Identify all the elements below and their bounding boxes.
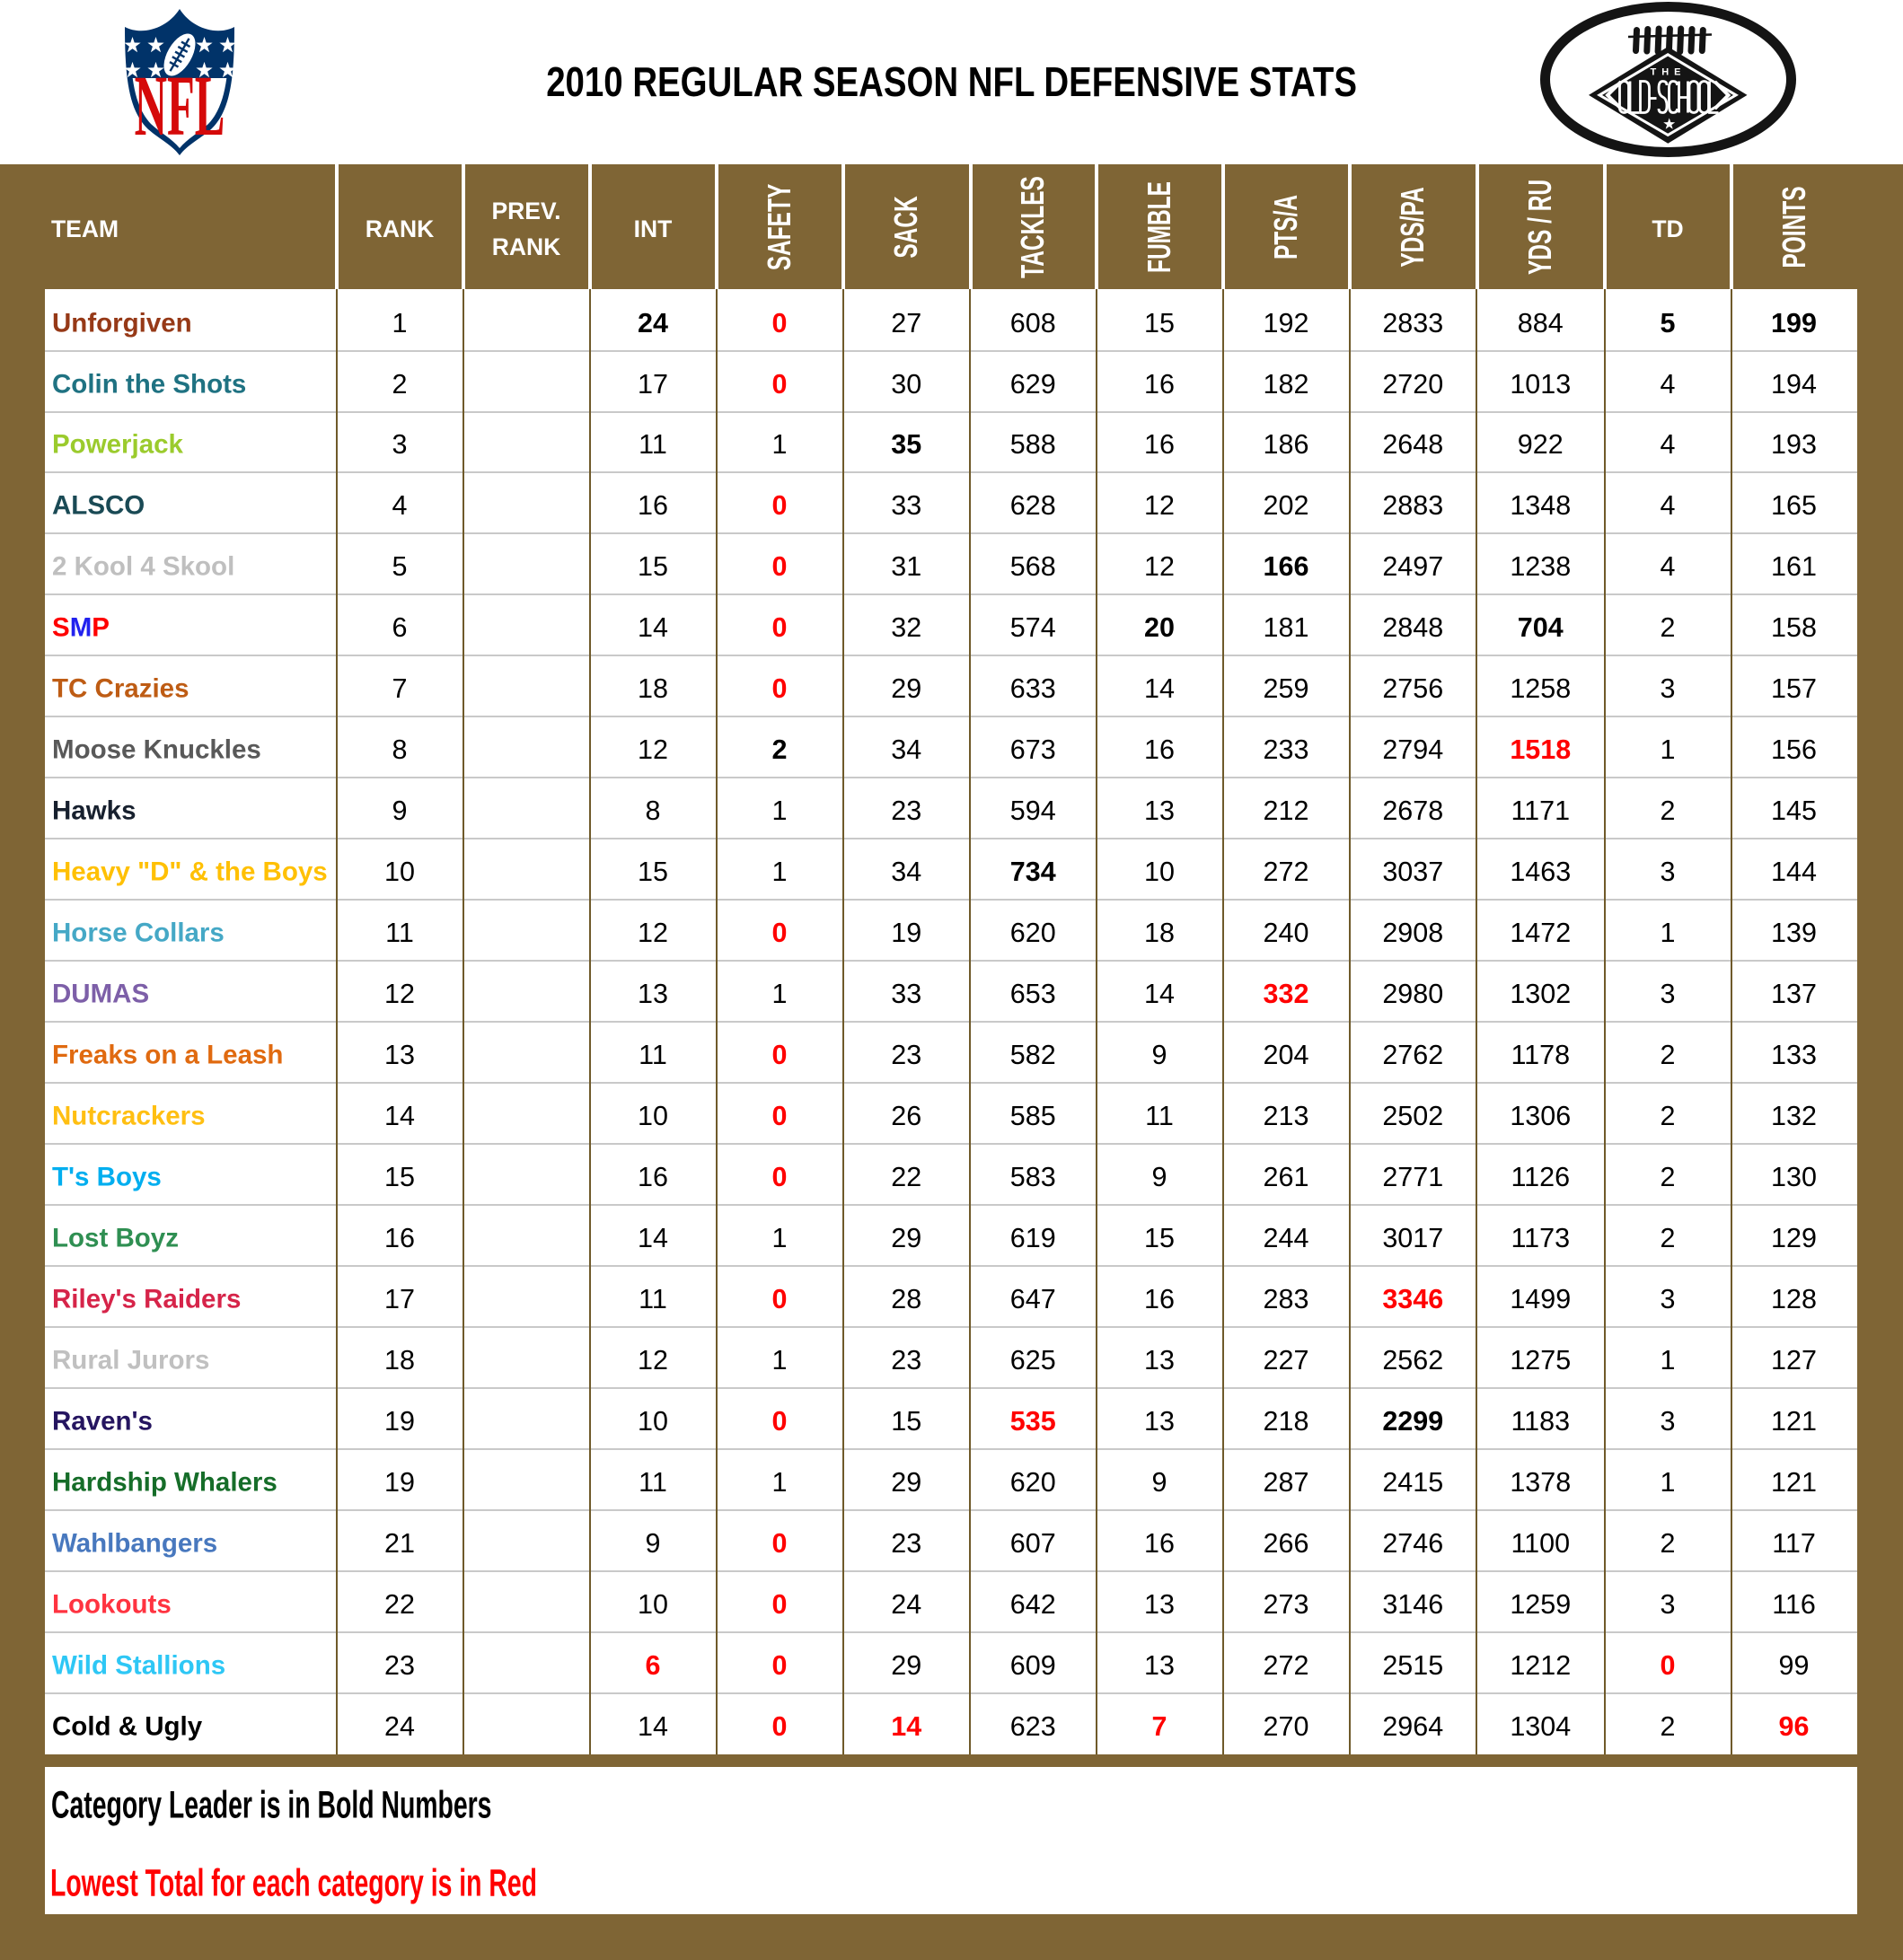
svg-text:NFL: NFL: [135, 58, 225, 154]
svg-text:THE: THE: [1650, 67, 1686, 78]
